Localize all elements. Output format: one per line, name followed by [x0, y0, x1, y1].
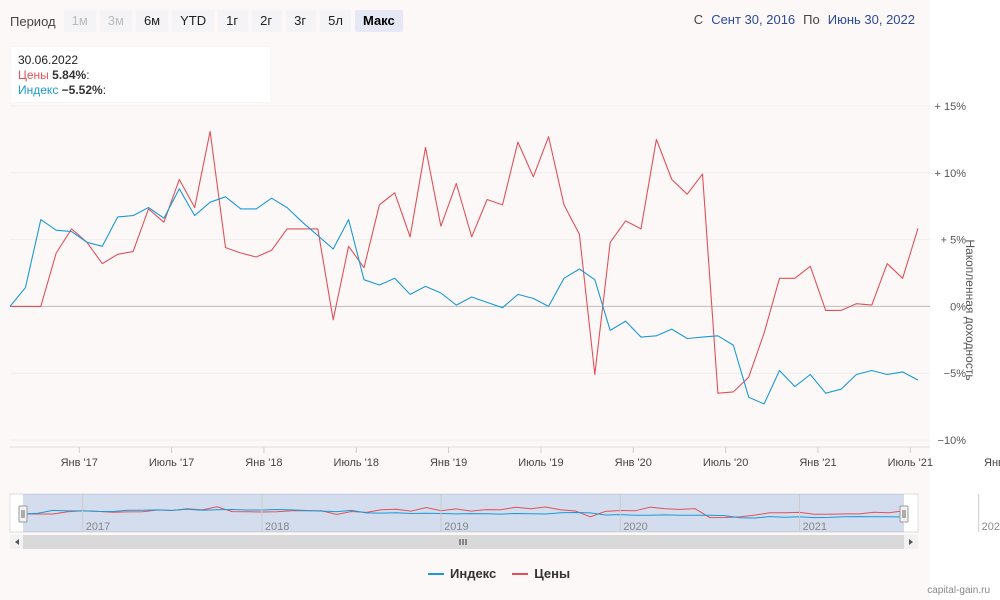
legend-index-swatch [428, 572, 444, 575]
x-tick-label: Июль '21 [888, 457, 933, 469]
scroll-left-arrow-icon[interactable] [15, 539, 19, 545]
tooltip-index-name: Индекс [18, 83, 59, 97]
y-axis-title: Накопленная доходность [963, 239, 977, 381]
from-date-input[interactable]: Сент 30, 2016 [711, 12, 796, 27]
x-tick-label: Июль '20 [703, 457, 748, 469]
to-label: По [803, 12, 820, 27]
y-tick-label: −5% [944, 368, 967, 380]
x-tick-label: Янв '18 [245, 457, 282, 469]
y-tick-label: 0% [950, 301, 966, 313]
period-button-3y[interactable]: 3г [286, 10, 317, 32]
period-button-5y[interactable]: 5л [320, 10, 351, 32]
navigator-year-label: 2019 [444, 521, 468, 533]
navigator-year-label: 2020 [623, 521, 647, 533]
to-date-input[interactable]: Июнь 30, 2022 [827, 12, 915, 27]
navigator-right-handle[interactable] [899, 505, 909, 523]
period-label: Период [10, 13, 56, 29]
index-series-line [9, 188, 919, 405]
x-tick-label: Июль '18 [334, 457, 379, 469]
legend-item-price[interactable]: Цены [512, 566, 570, 581]
tooltip: 30.06.2022 Цены 5.84%: Индекс −5.52%: [11, 47, 270, 102]
navigator-left-handle[interactable] [18, 505, 28, 523]
navigator-year-label: 2022 [982, 521, 1000, 533]
navigator-year-label: 2017 [86, 521, 110, 533]
tooltip-date: 30.06.2022 [18, 53, 79, 67]
x-tick-label: Янв '19 [430, 457, 467, 469]
legend: Индекс Цены [428, 566, 570, 581]
y-tick-label: + 5% [941, 235, 967, 247]
scroll-right-arrow-icon[interactable] [909, 539, 913, 545]
period-button-ytd[interactable]: YTD [172, 10, 215, 32]
tooltip-index-value: −5.52% [61, 83, 103, 97]
y-tick-label: + 15% [935, 101, 967, 113]
navigator-year-label: 2018 [265, 521, 289, 533]
x-tick-label: Янв '22 [984, 457, 1000, 469]
period-button-6m[interactable]: 6м [135, 10, 169, 32]
x-tick-label: Янв '20 [615, 457, 652, 469]
x-tick-label: Янв '17 [61, 457, 98, 469]
price-series-line [10, 130, 919, 394]
legend-price-label: Цены [534, 566, 571, 581]
legend-item-index[interactable]: Индекс [428, 566, 496, 581]
legend-index-label: Индекс [450, 566, 497, 581]
y-tick-label: −10% [938, 435, 967, 447]
tooltip-price-value: 5.84% [52, 68, 87, 82]
navigator-year-label: 2021 [802, 521, 826, 533]
x-tick-label: Июль '19 [518, 457, 563, 469]
period-button-1y[interactable]: 1г [218, 10, 249, 32]
period-button-2y[interactable]: 2г [252, 10, 283, 32]
period-button-max[interactable]: Макс [354, 10, 403, 32]
credits-link[interactable]: capital-gain.ru [927, 585, 990, 596]
x-tick-label: Июль '17 [149, 457, 194, 469]
legend-price-swatch [512, 572, 529, 575]
x-tick-label: Янв '21 [799, 457, 836, 469]
y-tick-label: + 10% [935, 168, 967, 180]
period-button-3m[interactable]: 3м [99, 10, 132, 32]
from-label: С [693, 12, 704, 27]
period-button-1m[interactable]: 1м [63, 10, 96, 32]
date-range: С Сент 30, 2016 По Июнь 30, 2022 [694, 12, 915, 27]
range-selector: Период 1м 3м 6м YTD 1г 2г 3г 5л Макс [10, 9, 407, 33]
navigator-index-line [22, 508, 905, 519]
navigator-selected-range [23, 494, 904, 532]
tooltip-price-name: Цены [18, 68, 49, 82]
